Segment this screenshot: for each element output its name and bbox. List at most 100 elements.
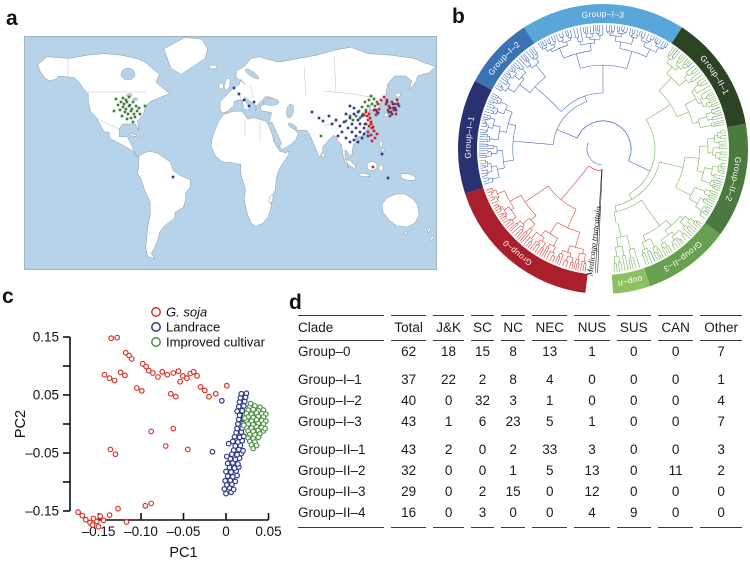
- sample-dot-gsoja: [388, 114, 392, 118]
- tree-branch-arc: [511, 69, 514, 72]
- tree-branch: [479, 162, 486, 165]
- tree-branch: [579, 41, 581, 46]
- tree-branch: [679, 230, 684, 235]
- island: [268, 194, 274, 204]
- landmass: [219, 46, 437, 169]
- table-cell: 8: [509, 344, 517, 359]
- tree-branch: [495, 87, 502, 92]
- sample-dot-cultivar: [134, 104, 138, 108]
- tree-branch: [701, 180, 711, 184]
- tree-branch: [620, 262, 623, 272]
- tree-branch: [516, 220, 521, 224]
- tree-branch-arc: [487, 124, 489, 132]
- tree-branch: [679, 240, 683, 245]
- sample-dot-gsoja: [368, 116, 372, 120]
- table-cell: 3: [588, 442, 596, 457]
- island: [128, 133, 138, 137]
- table-cell: 0: [630, 463, 638, 478]
- scatter-point: [234, 421, 241, 427]
- tree-branch-arc: [498, 126, 501, 140]
- tree-branch: [507, 82, 511, 86]
- island: [378, 164, 384, 172]
- tree-branch: [666, 66, 673, 74]
- tree-branch-arc: [530, 240, 533, 243]
- sample-dot-landrace: [338, 124, 342, 128]
- tree-branch: [688, 80, 692, 84]
- tree-branch: [704, 210, 710, 214]
- tree-branch: [481, 125, 487, 128]
- sample-dot-landrace: [391, 102, 395, 106]
- tree-branch: [680, 239, 685, 244]
- tree-branch: [553, 44, 556, 48]
- tree-branch-arc: [701, 167, 705, 181]
- sample-dot-gsoja: [369, 122, 373, 126]
- table-cell: 62: [401, 344, 417, 359]
- tree-branch: [649, 238, 655, 247]
- tree-branch: [693, 84, 699, 89]
- x-tick-label: –0.05: [167, 524, 201, 539]
- x-tick-label: 0: [222, 524, 230, 539]
- tree-branch: [507, 87, 515, 93]
- tree-branch: [493, 107, 499, 110]
- tree-branch: [547, 243, 550, 248]
- tree-branch: [499, 130, 507, 133]
- tree-branch: [684, 156, 700, 159]
- tree-branch: [678, 53, 683, 59]
- table-cell: 0: [671, 372, 680, 387]
- table-cell: 2: [509, 442, 517, 457]
- tree-branch-arc: [535, 53, 538, 56]
- sample-dot-cultivar: [132, 112, 136, 116]
- country-border: [303, 65, 307, 97]
- tree-branch: [636, 29, 639, 36]
- table-cell: 0: [588, 372, 596, 387]
- sample-dot-cultivar: [137, 106, 141, 110]
- tree-branch-arc: [529, 76, 546, 93]
- tree-branch: [649, 34, 653, 40]
- tree-branch: [649, 250, 656, 262]
- tree-branch: [560, 185, 573, 201]
- tree-branch: [617, 223, 622, 238]
- tree-branch-arc: [566, 35, 569, 37]
- tree-branch: [626, 27, 628, 33]
- tree-branch: [540, 41, 544, 48]
- tree-branch-arc: [617, 32, 625, 35]
- tree-branch: [660, 240, 664, 244]
- tree-branch: [614, 205, 617, 212]
- tree-branch: [538, 243, 540, 245]
- tree-branch: [646, 49, 651, 57]
- tree-branch: [552, 253, 555, 257]
- sample-dot-landrace: [390, 112, 394, 116]
- table-cell: 43: [401, 442, 417, 457]
- tree-branch: [567, 35, 569, 39]
- tree-branch-arc: [619, 48, 647, 58]
- tree-branch-arc: [643, 46, 656, 53]
- table-cell: 15: [505, 484, 521, 499]
- tree-branch: [663, 46, 665, 49]
- tree-branch: [509, 67, 514, 71]
- scatter-point: [184, 446, 191, 453]
- tree-branch: [483, 179, 489, 182]
- tree-branch-arc: [508, 75, 512, 79]
- tree-branch-arc: [642, 248, 648, 251]
- tree-branch-arc: [492, 111, 495, 115]
- scatter-point: [148, 500, 155, 507]
- table-cell: 22: [441, 372, 457, 387]
- tree-branch: [698, 116, 707, 120]
- tree-branch-arc: [708, 101, 710, 104]
- tree-branch-arc: [491, 191, 493, 195]
- tree-branch-arc: [489, 116, 491, 120]
- sample-dot-gsoja: [370, 139, 374, 143]
- sample-dot-gsoja: [391, 106, 395, 110]
- tree-branch: [686, 227, 694, 235]
- sample-dot-landrace: [171, 175, 175, 179]
- column-header: Total: [391, 315, 427, 341]
- tree-branch: [711, 120, 724, 124]
- tree-branch: [632, 256, 637, 269]
- table-row: Group–I–3 43 1 6 23 5 1 0 0 7: [298, 411, 742, 432]
- tree-branch: [645, 33, 649, 41]
- column-header: J&K: [433, 315, 464, 341]
- tree-branch-arc: [520, 195, 537, 216]
- tree-branch: [697, 77, 705, 83]
- tree-branch: [661, 248, 667, 256]
- sample-dot-cultivar: [143, 104, 147, 108]
